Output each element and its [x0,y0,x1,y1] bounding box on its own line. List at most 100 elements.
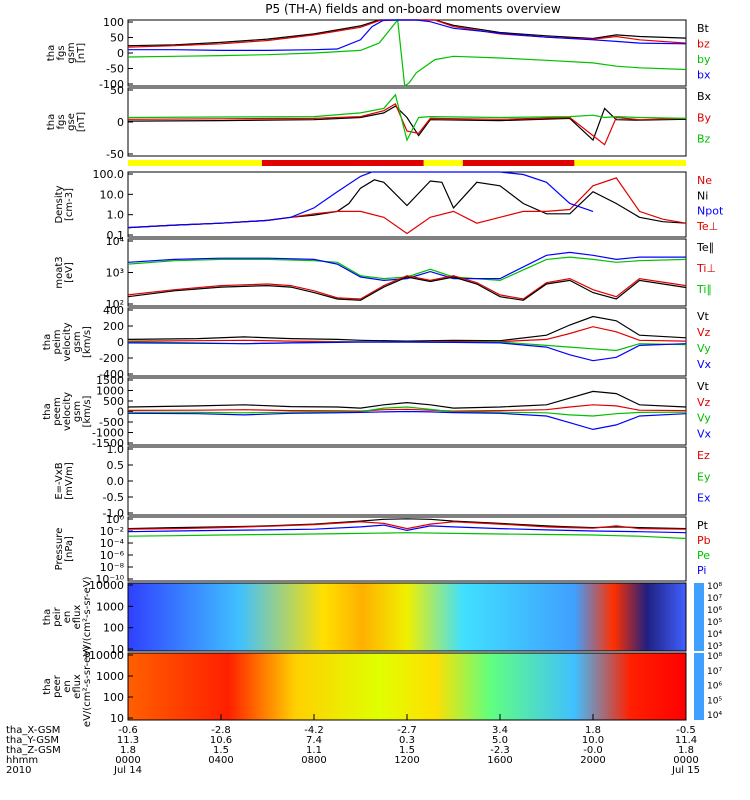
panel-frame [127,238,687,307]
panel-2: 50 0 -50 thafgsgse[nT] Bx By Bz [46,84,712,161]
orbit-value: 11.3 [117,735,139,746]
legend-label: Vy [697,342,711,355]
y-tick-label: 1000 [96,600,124,613]
legend-label: Vz [697,396,711,409]
series-line-Ni [127,179,687,229]
legend-label: Bt [697,22,710,35]
legend-label: Vz [697,326,711,339]
legend-label: Vx [697,427,712,440]
panel-frame [127,87,687,157]
y-tick-label: 500 [103,395,124,408]
orbit-value: 1.5 [399,745,415,756]
y-tick-label: 10⁻¹⁰ [95,573,124,586]
orbit-value: 10.0 [582,735,604,746]
panel-frame [127,516,687,582]
colorbar-tick-label: 10⁵ [707,696,722,706]
orbit-value: -0.5 [676,725,696,736]
series-line-Vt [127,390,687,409]
orbit-row-label: tha_X-GSM [6,725,60,736]
y-tick-label: 1.0 [107,443,125,456]
y-axis-label: E=-VxB[mV/m] [54,462,75,500]
series-line-Vz [127,326,687,343]
orbit-value: 1.8 [678,745,694,756]
panel-3: 100.0 10.0 1.0 0.1 Density[cm-3] Ne Ni Npot Te⊥ [54,168,724,242]
y-tick-label: -1000 [92,427,124,440]
x-tick-label: 0400 [208,755,233,766]
orbit-value: 3.4 [492,725,508,736]
colorbar-tick-label: 10⁸ [707,582,722,592]
y-tick-label: 10000 [89,649,124,662]
legend-label: Pe [697,549,710,562]
series-line-Bx [127,105,687,142]
y-axis-label: thapeirenefluxeV/(cm²-s-sr-eV) [42,576,93,657]
y-tick-label: 0 [117,116,124,129]
orbit-value: 0.3 [399,735,415,746]
y-tick-label: 0.0 [107,475,125,488]
series-line-Bz [127,93,687,142]
orbit-value: -2.7 [397,725,417,736]
y-tick-label: 0 [117,336,124,349]
orbit-value: -4.2 [304,725,324,736]
colorbar-tick-label: 10³ [707,642,722,652]
orbit-row-label: 2010 [6,765,31,776]
legend-label: Bz [697,133,711,146]
y-tick-label: 1000 [96,385,124,398]
y-axis-label: Pressure[nPa] [54,528,75,571]
colorbar-tick-label: 10⁴ [707,630,722,640]
series-line-Pi [127,524,687,534]
legend-label: Bx [697,90,712,103]
legend-label: Ey [697,470,711,483]
orbit-value: 5.0 [492,735,508,746]
legend-label: by [697,53,711,66]
series-line-By [127,103,687,146]
y-tick-label: -1.0 [103,507,124,520]
orbit-row-label: tha_Y-GSM [6,735,59,746]
spectrogram [128,653,686,720]
legend-label: Vy [697,412,711,425]
date-label: Jul 15 [671,765,700,776]
panel-frame [127,19,687,87]
series-line-Bt [127,19,687,47]
y-tick-label: 1000 [96,670,124,683]
series-line-Tiperp [127,251,686,282]
colorbar-tick-label: 10⁶ [707,606,722,616]
y-axis-label: thafgsgsm[nT] [46,42,87,63]
orbit-value: -0.0 [583,745,603,756]
colorbar-tick-label: 10⁵ [707,618,722,628]
x-tick-label: 0000 [673,755,698,766]
series-line-bx [128,19,687,52]
y-tick-label: 10⁰ [106,513,125,526]
mode-bar-segment [261,160,424,166]
series-line-Pe [127,532,687,540]
legend-label: Ex [697,492,711,505]
y-tick-label: 10000 [89,579,124,592]
figure-title: P5 (TH-A) fields and on-board moments ov… [265,2,561,16]
legend-label: bx [697,69,711,82]
legend-label: Vt [697,310,710,323]
y-tick-label: 100 [103,16,124,29]
y-tick-label: -100 [99,78,124,91]
colorbar-tick-label: 10⁸ [707,652,722,662]
series-line-Vt [127,315,687,342]
y-tick-label: -200 [99,352,124,365]
panel-1: 100 50 0 -50 -100 thafgsgsm[nT] Bt bz by bx [46,16,711,91]
orbit-value: 11.4 [675,735,697,746]
orbit-row-label: tha_Z-GSM [6,745,61,756]
orbit-value: -2.3 [490,745,510,756]
y-tick-label: -1500 [92,437,124,450]
orbit-row-label: hhmm [6,755,38,766]
series-line-Npot [127,171,594,229]
x-tick-label: 0800 [301,755,326,766]
legend-label: Te⊥ [696,220,718,233]
y-tick-label: 10² [106,298,124,311]
y-tick-label: -400 [99,368,124,381]
orbit-value: -0.6 [118,725,138,736]
panel-frame [127,582,687,652]
mode-bar-segment [423,160,463,166]
y-axis-label: thapeemvelocitygsm[km/s] [42,392,93,431]
legend-label: Ez [697,449,710,462]
y-axis-label: thafgsgse[nT] [46,112,87,132]
y-tick-label: 0.1 [107,229,125,242]
y-tick-label: -50 [106,148,124,161]
